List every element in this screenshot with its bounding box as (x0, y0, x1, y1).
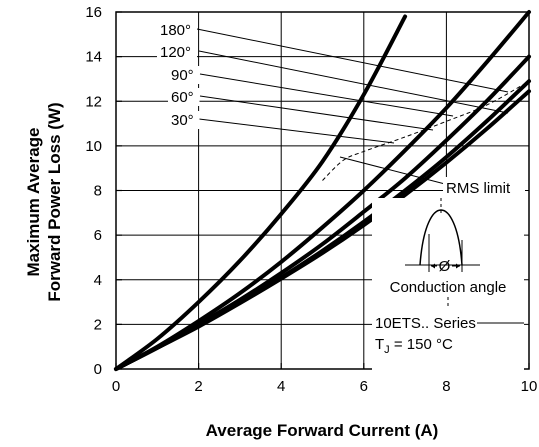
leader-120 (198, 50, 509, 114)
y-tick-label: 10 (85, 138, 102, 155)
conduction-angle-symbol: Ø (439, 258, 451, 275)
y-tick-label: 16 (85, 4, 102, 21)
y-tick-label: 6 (94, 227, 102, 244)
y-tick-label: 14 (85, 49, 102, 66)
series-label-bg (157, 21, 197, 39)
conduction-angle-label: Conduction angle (390, 279, 507, 296)
x-tick-label: 10 (521, 378, 538, 395)
series-label-120: 120° (160, 44, 191, 61)
rms-limit-curve (322, 80, 530, 181)
conduction-angle-inset: Ø Conduction angle 10ETS.. Series TJ = 1… (372, 198, 524, 373)
series-label-bg (168, 111, 200, 129)
leader-180 (196, 28, 509, 93)
x-axis-title: Average Forward Current (A) (206, 421, 439, 440)
x-tick-label: 6 (360, 378, 368, 395)
series-label-bg (168, 66, 200, 84)
y-tick-label: 2 (94, 316, 102, 333)
series-label-90: 90° (171, 67, 194, 84)
x-tick-labels: 0 2 4 6 8 10 (112, 378, 538, 395)
leader-rms-limit (339, 156, 446, 185)
x-tick-label: 2 (194, 378, 202, 395)
series-label-bg (157, 43, 197, 61)
series-labels: 180° 120° 90° 60° 30° (157, 21, 200, 129)
axis-ticks (115, 11, 530, 370)
y-tick-label: 8 (94, 183, 102, 200)
curve-30 (114, 89, 531, 371)
y-axis-title-line2: Forward Power Loss (W) (45, 102, 64, 301)
y-axis-title-line1: Maximum Average (24, 128, 43, 277)
series-curves (114, 10, 531, 371)
series-label-180: 180° (160, 22, 191, 39)
rms-label-bg (443, 177, 525, 199)
leader-90 (199, 73, 454, 117)
y-tick-label: 0 (94, 361, 102, 378)
x-tick-label: 8 (442, 378, 450, 395)
leader-60 (199, 95, 434, 131)
series-label-bg (168, 88, 200, 106)
series-label-60: 60° (171, 89, 194, 106)
y-tick-label: 4 (94, 272, 102, 289)
rms-limit-line (322, 80, 530, 181)
curve-180 (114, 14, 408, 371)
series-label-30: 30° (171, 112, 194, 129)
leader-30 (198, 118, 395, 144)
y-tick-label: 12 (85, 93, 102, 110)
series-text: 10ETS.. Series (375, 315, 476, 332)
x-tick-label: 4 (277, 378, 285, 395)
rms-limit-label: RMS limit (446, 180, 511, 197)
x-tick-label: 0 (112, 378, 120, 395)
label-leader-lines (196, 28, 509, 185)
y-tick-labels: 0 2 4 6 8 10 12 14 16 (85, 4, 102, 378)
junction-temp-label: TJ = 150 °C (375, 336, 453, 356)
curve-120 (114, 10, 531, 371)
